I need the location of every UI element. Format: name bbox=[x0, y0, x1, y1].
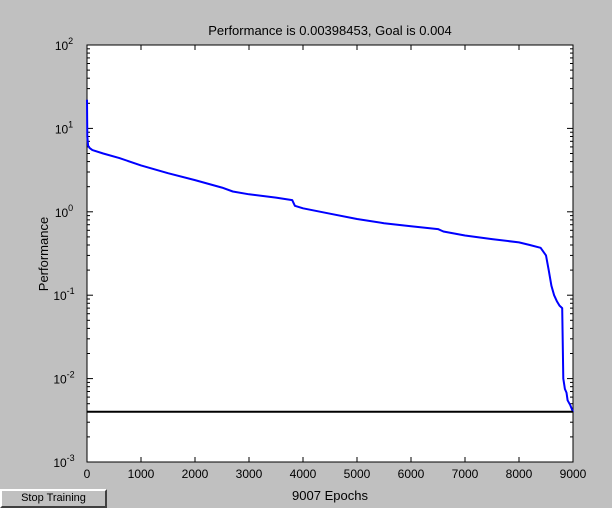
y-tick-exponent: -3 bbox=[67, 453, 75, 463]
x-tick-label: 7000 bbox=[452, 467, 479, 481]
y-tick-exponent: -1 bbox=[67, 286, 75, 296]
x-tick-label: 9000 bbox=[560, 467, 587, 481]
chart-title: Performance is 0.00398453, Goal is 0.004 bbox=[208, 23, 452, 38]
x-tick-label: 3000 bbox=[236, 467, 263, 481]
y-tick-exponent: 1 bbox=[68, 119, 73, 129]
y-tick-label: 101 bbox=[55, 119, 73, 136]
x-tick-label: 6000 bbox=[398, 467, 425, 481]
y-tick-exponent: 2 bbox=[68, 36, 73, 46]
plot-area bbox=[86, 44, 574, 463]
y-tick-label: 10-2 bbox=[53, 370, 74, 387]
y-tick-label: 100 bbox=[55, 203, 73, 220]
x-tick-label: 2000 bbox=[182, 467, 209, 481]
y-tick-label: 10-1 bbox=[53, 286, 74, 303]
x-tick-label: 0 bbox=[84, 467, 91, 481]
y-tick-base: 10 bbox=[55, 122, 69, 136]
x-tick-labels: 0 1000 2000 3000 4000 5000 6000 7000 8000 9000 bbox=[84, 467, 587, 481]
x-tick-label: 5000 bbox=[344, 467, 371, 481]
y-tick-label: 102 bbox=[55, 36, 73, 53]
x-tick-label: 8000 bbox=[506, 467, 533, 481]
stop-training-button[interactable]: Stop Training bbox=[0, 489, 107, 508]
y-tick-exponent: 0 bbox=[68, 203, 73, 213]
y-tick-base: 10 bbox=[55, 39, 69, 53]
x-tick-label: 4000 bbox=[290, 467, 317, 481]
x-axis-label: 9007 Epochs bbox=[292, 488, 368, 503]
y-tick-base: 10 bbox=[53, 289, 67, 303]
major-ticks bbox=[86, 44, 574, 463]
performance-line bbox=[86, 99, 574, 413]
series-layer bbox=[86, 99, 574, 413]
x-tick-label: 1000 bbox=[128, 467, 155, 481]
y-tick-label: 10-3 bbox=[53, 453, 74, 470]
y-axis-label: Performance bbox=[36, 217, 51, 291]
y-tick-base: 10 bbox=[55, 206, 69, 220]
y-tick-base: 10 bbox=[53, 373, 67, 387]
y-tick-exponent: -2 bbox=[67, 370, 75, 380]
y-tick-base: 10 bbox=[53, 456, 67, 470]
